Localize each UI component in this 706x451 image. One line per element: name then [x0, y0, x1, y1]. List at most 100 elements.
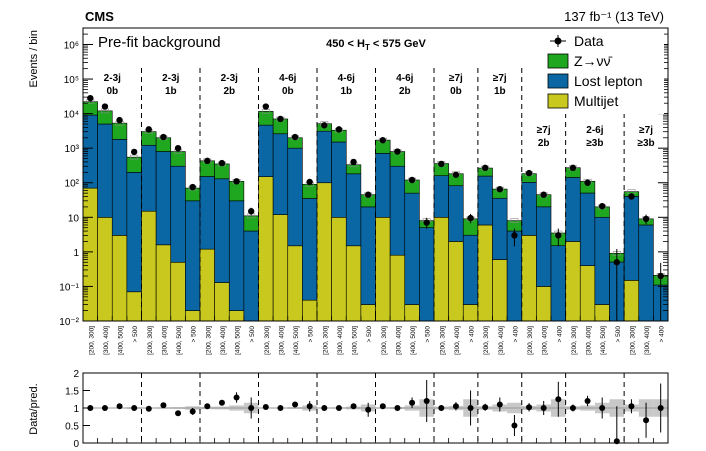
bar-lostlepton: [448, 185, 464, 242]
bar-znunu: [170, 151, 186, 167]
bar-lostlepton: [565, 177, 581, 242]
legend-label: Multijet: [574, 93, 618, 109]
bin-label: > 400: [469, 326, 476, 343]
data-point: [613, 259, 621, 266]
y-tick-label: 10⁴: [64, 110, 79, 121]
data-point: [350, 158, 357, 166]
region-nb-label: 0b: [450, 86, 462, 97]
data-point: [379, 137, 387, 144]
bin-label: [200, 300]: [264, 326, 271, 355]
bar-multijet: [433, 217, 449, 322]
ratio-point: [350, 403, 357, 410]
ratio-point: [584, 398, 591, 404]
bin-label: [200, 300]: [629, 326, 636, 355]
ratio-point: [511, 422, 518, 429]
bar-lostlepton: [389, 165, 406, 256]
bar-lostlepton: [111, 139, 128, 236]
data-point: [160, 133, 167, 141]
bin-label: [200, 300]: [571, 326, 578, 355]
ratio-point: [87, 405, 94, 411]
region-nb-label: 0b: [282, 86, 294, 97]
data-point: [277, 115, 284, 123]
region-nb-label: 2b: [538, 138, 550, 149]
bar-lostlepton: [126, 172, 142, 293]
ratio-point: [233, 394, 240, 401]
bin-label: [400, 500]: [293, 326, 300, 355]
bin-label: > 400: [659, 326, 666, 343]
bin-label: [300, 400]: [278, 326, 285, 355]
data-point: [116, 116, 123, 124]
bar-lostlepton: [287, 147, 303, 247]
data-point: [335, 126, 343, 133]
uncertainty-box: [510, 218, 519, 223]
ratio-point: [160, 402, 167, 409]
bar-multijet: [126, 291, 142, 322]
bin-label: [200, 300]: [322, 326, 329, 355]
data-point: [87, 94, 94, 102]
ratio-tick-label: 1.5: [65, 387, 79, 398]
bar-multijet: [287, 245, 303, 322]
bin-label: > 500: [366, 326, 373, 343]
region-njet-label: ≥7j: [449, 73, 463, 84]
data-point: [525, 169, 533, 177]
ratio-point: [365, 406, 372, 413]
bin-label: [200, 300]: [527, 326, 534, 355]
y-tick-label: 10³: [65, 144, 80, 155]
ratio-point: [379, 403, 386, 410]
bar-multijet: [141, 210, 157, 322]
bin-label: [200, 300]: [88, 326, 95, 355]
annotations: 2-3j 0b [200, 300] [300, 400] [400, 500] > 50…: [88, 68, 666, 443]
bin-label: > 500: [308, 326, 315, 343]
bin-label: [300, 400]: [395, 326, 402, 355]
bar-lostlepton: [316, 130, 332, 184]
bar-multijet: [536, 286, 552, 322]
bar-multijet: [521, 235, 537, 322]
bar-lostlepton: [375, 153, 391, 218]
data-point: [174, 144, 182, 152]
subtitle: Pre-fit background: [98, 34, 221, 51]
ratio-point: [101, 405, 108, 411]
legend-swatch: [547, 73, 569, 89]
ratio-axis-label: Data/pred.: [28, 383, 40, 434]
data-point: [394, 148, 401, 155]
bin-label: > 400: [556, 326, 563, 343]
y-tick-label: 1: [73, 248, 79, 259]
region-nb-label: 0b: [106, 86, 118, 97]
bar-lostlepton: [331, 141, 347, 218]
data-point: [218, 159, 226, 167]
legend-label: Z→νν̄: [574, 53, 613, 69]
bar-znunu: [97, 110, 113, 125]
data-point: [569, 164, 577, 172]
ratio-point: [131, 405, 138, 411]
ratio-point: [175, 410, 182, 417]
region-njet-label: ≥7j: [639, 125, 653, 136]
bar-lostlepton: [477, 175, 493, 226]
bar-lostlepton: [155, 151, 172, 246]
ratio-point: [452, 403, 459, 410]
bar-multijet: [97, 217, 113, 322]
bar-lostlepton: [199, 176, 215, 250]
ratio-point: [248, 405, 255, 411]
data-point: [598, 202, 606, 210]
ratio-tick-label: 0.5: [65, 422, 79, 433]
bar-lostlepton: [462, 234, 479, 305]
bar-lostlepton: [258, 124, 274, 177]
region-njet-label: 4-6j: [279, 73, 296, 84]
ratio-point: [540, 405, 547, 411]
data-point: [204, 157, 211, 165]
data-point: [189, 183, 196, 191]
region-njet-label: 4-6j: [338, 73, 355, 84]
bar-lostlepton: [404, 192, 420, 305]
bin-label: > 500: [249, 326, 256, 343]
bar-lostlepton: [272, 133, 289, 215]
legend-swatch: [547, 53, 569, 69]
axes: 10⁻² 10⁻¹ 1 10 10² 10³ 10⁴ 10⁵ 10⁶ 0 0.5 1 1.5 2: [59, 27, 669, 450]
ratio-point: [409, 399, 416, 406]
bar-multijet: [111, 235, 128, 322]
bin-label: > 400: [512, 326, 519, 343]
bar-multijet: [462, 304, 479, 322]
ratio-point: [145, 405, 152, 412]
y-tick-label: 10²: [65, 179, 80, 190]
bin-label: [300, 400]: [454, 326, 461, 355]
